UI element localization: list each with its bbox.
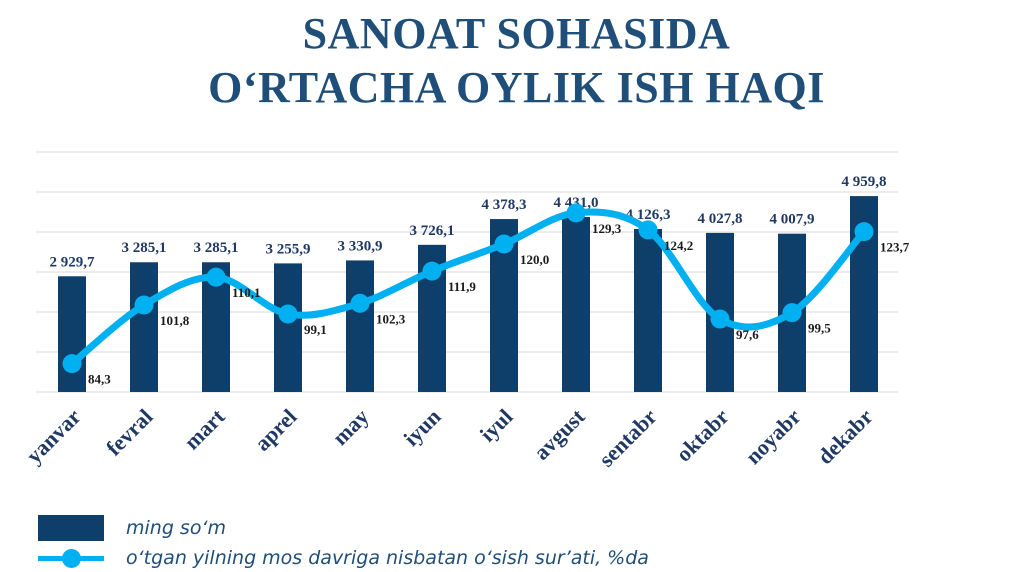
legend-line-swatch xyxy=(38,545,104,571)
x-tick-mart: mart xyxy=(179,403,230,454)
x-tick-avgust: avgust xyxy=(529,403,590,464)
chart-title-line-2: O‘RTACHA OYLIK ISH HAQI xyxy=(208,63,825,112)
growth-point-iyun xyxy=(422,261,442,281)
x-tick-may: may xyxy=(327,404,373,450)
growth-value-label-dekabr: 123,7 xyxy=(880,240,910,255)
chart-area: 2 929,7 3 285,1 3 285,1 3 255,9 3 330,9 3 726… xyxy=(21,151,910,472)
x-tick-iyul: iyul xyxy=(475,404,518,447)
growth-point-iyul xyxy=(494,234,514,254)
growth-value-label-aprel: 99,1 xyxy=(304,322,327,337)
growth-value-label-yanvar: 84,3 xyxy=(88,372,111,387)
bar-sentabr xyxy=(634,229,662,392)
legend-bar-label: ming so‘m xyxy=(126,517,227,539)
bar-value-label-dekabr: 4 959,8 xyxy=(842,174,887,190)
growth-point-avgust xyxy=(566,203,586,223)
bar-may xyxy=(346,260,374,392)
legend-item-bars: ming so‘m xyxy=(38,514,226,542)
bar-avgust xyxy=(562,216,590,392)
growth-value-label-may: 102,3 xyxy=(376,311,406,326)
bar-yanvar xyxy=(58,276,86,392)
x-tick-yanvar: yanvar xyxy=(21,404,86,469)
growth-value-label-oktabr: 97,6 xyxy=(736,327,759,342)
bar-value-label-oktabr: 4 027,8 xyxy=(698,211,743,227)
bar-aprel xyxy=(274,263,302,392)
growth-value-label-fevral: 101,8 xyxy=(160,313,190,328)
bar-value-label-may: 3 330,9 xyxy=(338,238,383,254)
bar-value-label-avgust: 4 431,0 xyxy=(554,195,599,211)
bar-value-label-iyul: 4 378,3 xyxy=(482,197,527,213)
bar-fevral xyxy=(130,262,158,392)
growth-point-may xyxy=(350,293,370,313)
x-tick-aprel: aprel xyxy=(250,404,302,456)
legend-line-label: o‘tgan yilning mos davriga nisbatan o‘si… xyxy=(126,547,649,569)
x-tick-dekabr: dekabr xyxy=(812,404,877,469)
chart-title-line-1: SANOAT SOHASIDA xyxy=(302,9,731,58)
growth-point-noyabr xyxy=(782,303,802,323)
growth-point-aprel xyxy=(278,304,298,324)
x-tick-noyabr: noyabr xyxy=(740,404,805,469)
x-tick-iyun: iyun xyxy=(398,404,445,451)
x-tick-sentabr: sentabr xyxy=(594,404,662,472)
bar-value-label-noyabr: 4 007,9 xyxy=(770,212,815,228)
legend-item-line: o‘tgan yilning mos davriga nisbatan o‘si… xyxy=(38,544,649,572)
legend-bar-swatch xyxy=(38,515,104,541)
legend: ming so‘m o‘tgan yilning mos davriga nis… xyxy=(38,512,1018,572)
growth-point-mart xyxy=(206,267,226,287)
growth-point-dekabr xyxy=(854,222,874,242)
x-tick-fevral: fevral xyxy=(101,404,158,461)
growth-point-sentabr xyxy=(638,220,658,240)
bar-value-label-mart: 3 285,1 xyxy=(194,240,239,256)
bar-value-label-iyun: 3 726,1 xyxy=(410,223,455,239)
growth-value-label-sentabr: 124,2 xyxy=(664,238,693,253)
growth-value-label-noyabr: 99,5 xyxy=(808,321,831,336)
x-tick-oktabr: oktabr xyxy=(671,404,734,467)
growth-value-label-iyul: 120,0 xyxy=(520,252,549,267)
bar-value-label-aprel: 3 255,9 xyxy=(266,241,311,257)
growth-value-label-mart: 110,1 xyxy=(232,285,261,300)
growth-value-label-iyun: 111,9 xyxy=(448,279,476,294)
growth-point-oktabr xyxy=(710,309,730,329)
growth-value-label-avgust: 129,3 xyxy=(592,221,622,236)
bar-value-label-yanvar: 2 929,7 xyxy=(50,254,96,270)
growth-point-yanvar xyxy=(62,354,82,374)
growth-point-fevral xyxy=(134,295,154,315)
bar-value-label-fevral: 3 285,1 xyxy=(122,240,167,256)
